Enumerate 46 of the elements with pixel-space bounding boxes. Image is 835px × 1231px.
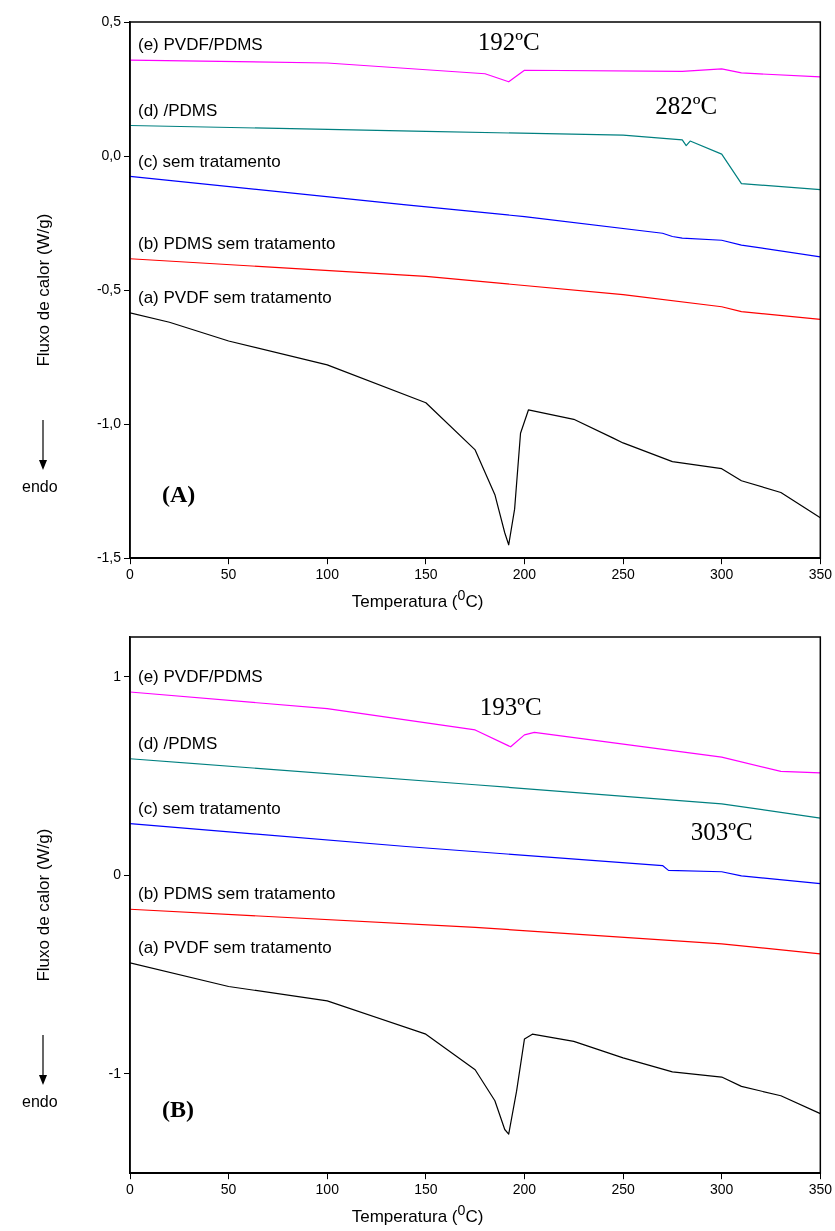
annotation: (B) (162, 1096, 194, 1123)
series-label: (c) sem tratamento (138, 151, 281, 171)
x-tick-label: 300 (710, 566, 734, 583)
annotation: 303ºC (690, 817, 753, 845)
y-tick-label: 0 (113, 866, 122, 883)
x-tick-label: 250 (611, 566, 635, 583)
series-label: (e) PVDF/PDMS (138, 667, 263, 687)
x-axis-title: Temperatura ($^{0}$C) (350, 587, 485, 612)
text: endo (22, 478, 58, 496)
y-tick-label: 1 (113, 667, 122, 684)
series-label: (d) /PDMS (138, 100, 218, 120)
annotation: (A) (162, 481, 196, 508)
y-tick-label: -0,5 (96, 280, 122, 297)
annotation: 282ºC (655, 91, 718, 119)
x-tick-label: 300 (710, 1181, 734, 1198)
series-label: (b) PDMS sem tratamento (138, 233, 336, 253)
x-tick-label: 100 (315, 1181, 340, 1198)
x-tick-label: 0 (126, 1181, 135, 1198)
x-tick-label: 250 (611, 1181, 635, 1198)
x-tick-label: 50 (220, 1181, 237, 1198)
annotation: 192ºC (477, 27, 540, 55)
y-tick-label: 0,0 (101, 146, 122, 163)
x-tick-label: 200 (512, 566, 537, 583)
y-tick-label: -1 (108, 1064, 122, 1081)
x-tick-label: 350 (808, 1181, 833, 1198)
x-tick-label: 0 (126, 566, 135, 583)
x-tick-label: 350 (808, 566, 833, 583)
text: endo (22, 1093, 58, 1111)
series-label: (a) PVDF sem tratamento (138, 938, 332, 958)
y-axis-title: Fluxo de calor (W/g) (33, 828, 53, 982)
y-tick-label: -1,5 (96, 549, 122, 566)
series-label: (e) PVDF/PDMS (138, 35, 263, 55)
series-label: (b) PDMS sem tratamento (138, 884, 336, 904)
series-label: (c) sem tratamento (138, 798, 281, 818)
x-tick-label: 150 (414, 566, 438, 583)
x-axis-title: Temperatura ($^{0}$C) (350, 1202, 485, 1227)
y-axis-title: Fluxo de calor (W/g) (33, 213, 53, 367)
x-tick-label: 50 (220, 566, 237, 583)
x-tick-label: 100 (315, 566, 340, 583)
y-tick-label: -1,0 (96, 415, 122, 432)
series-label: (a) PVDF sem tratamento (138, 288, 332, 308)
x-tick-label: 150 (414, 1181, 438, 1198)
series-label: (d) /PDMS (138, 733, 218, 753)
annotation: 193ºC (479, 692, 542, 720)
x-tick-label: 200 (512, 1181, 537, 1198)
y-tick-label: 0,5 (101, 12, 122, 29)
